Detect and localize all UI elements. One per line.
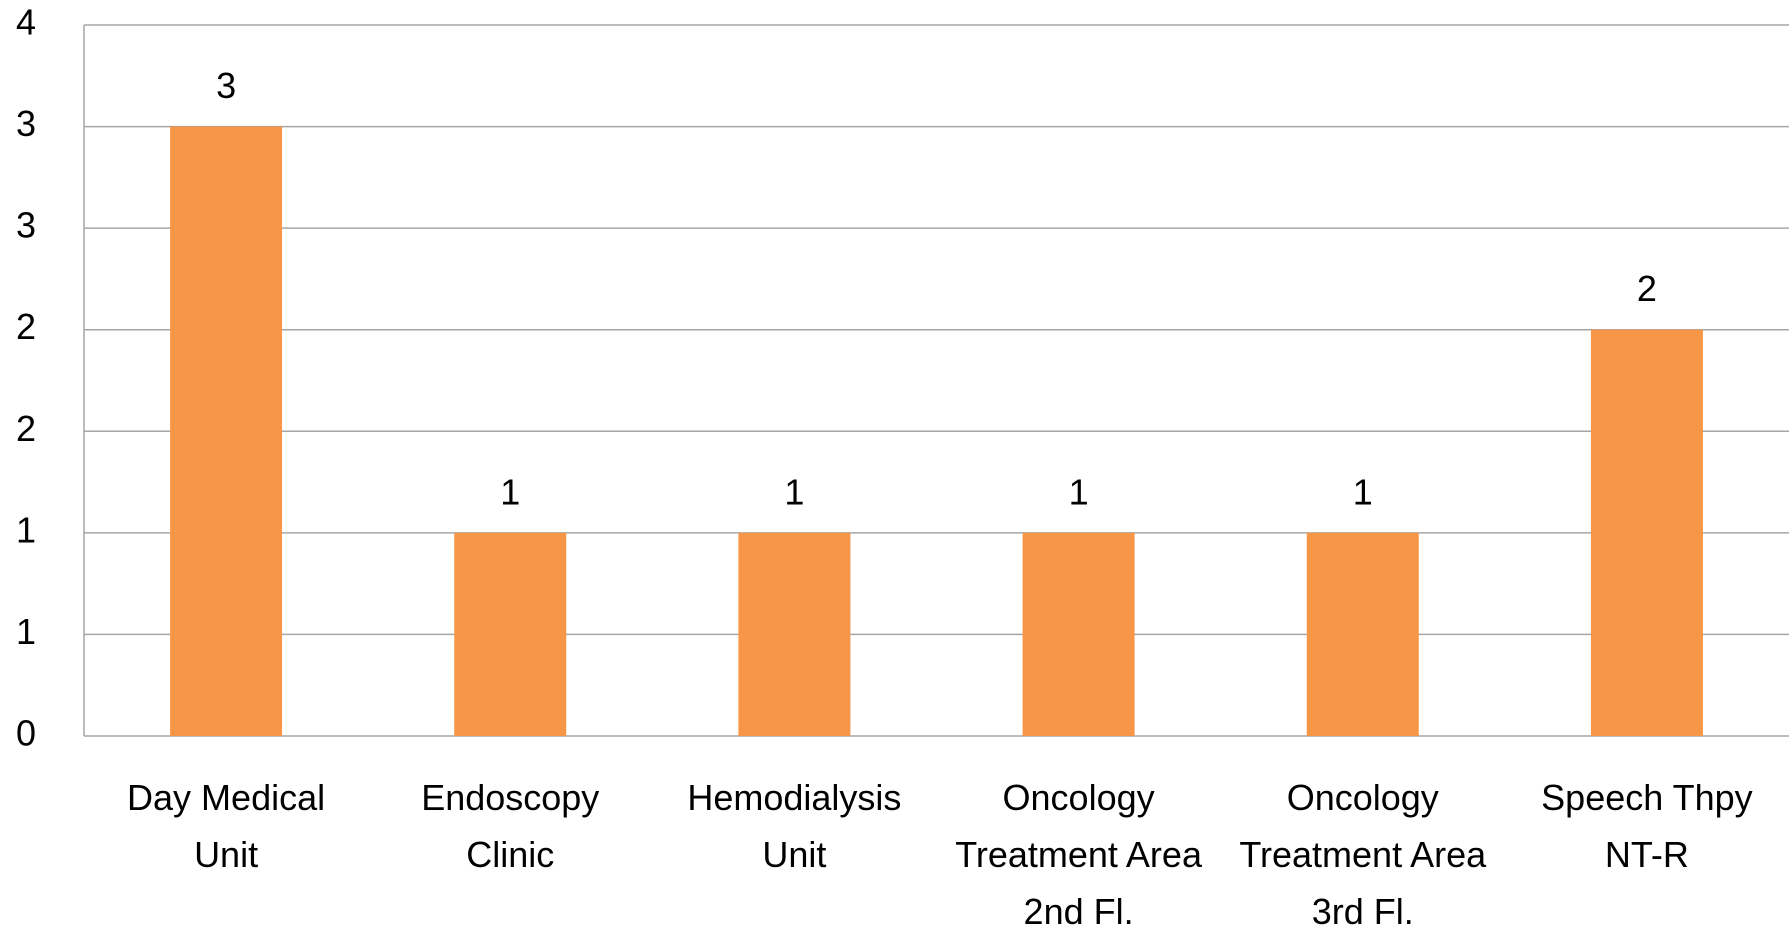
bar (1590, 329, 1703, 736)
bar (1022, 532, 1135, 736)
y-tick-label: 3 (16, 103, 36, 144)
bar (738, 532, 851, 736)
bar (170, 126, 283, 737)
data-label: 1 (784, 471, 804, 512)
data-label: 3 (216, 65, 236, 106)
x-tick-label: Oncology Treatment Area 2nd Fl. (955, 777, 1202, 932)
y-tick-label: 1 (16, 509, 36, 550)
data-label: 1 (500, 471, 520, 512)
data-label: 1 (1353, 471, 1373, 512)
y-tick-label: 2 (16, 306, 36, 347)
y-tick-label: 4 (16, 2, 36, 43)
y-tick-label: 1 (16, 611, 36, 652)
x-tick-label: Oncology Treatment Area 3rd Fl. (1239, 777, 1487, 932)
x-tick-label: Day Medical Unit (127, 777, 326, 875)
y-tick-label: 3 (16, 205, 36, 246)
x-tick-label: Speech Thpy NT-R (1541, 777, 1753, 875)
data-label: 1 (1069, 471, 1089, 512)
data-label: 2 (1637, 268, 1657, 309)
bar (1306, 532, 1419, 736)
bar (454, 532, 567, 736)
y-tick-label: 0 (16, 713, 36, 754)
x-tick-label: Endoscopy Clinic (421, 777, 600, 875)
y-tick-label: 2 (16, 408, 36, 449)
x-tick-label: Hemodialysis Unit (687, 777, 902, 875)
